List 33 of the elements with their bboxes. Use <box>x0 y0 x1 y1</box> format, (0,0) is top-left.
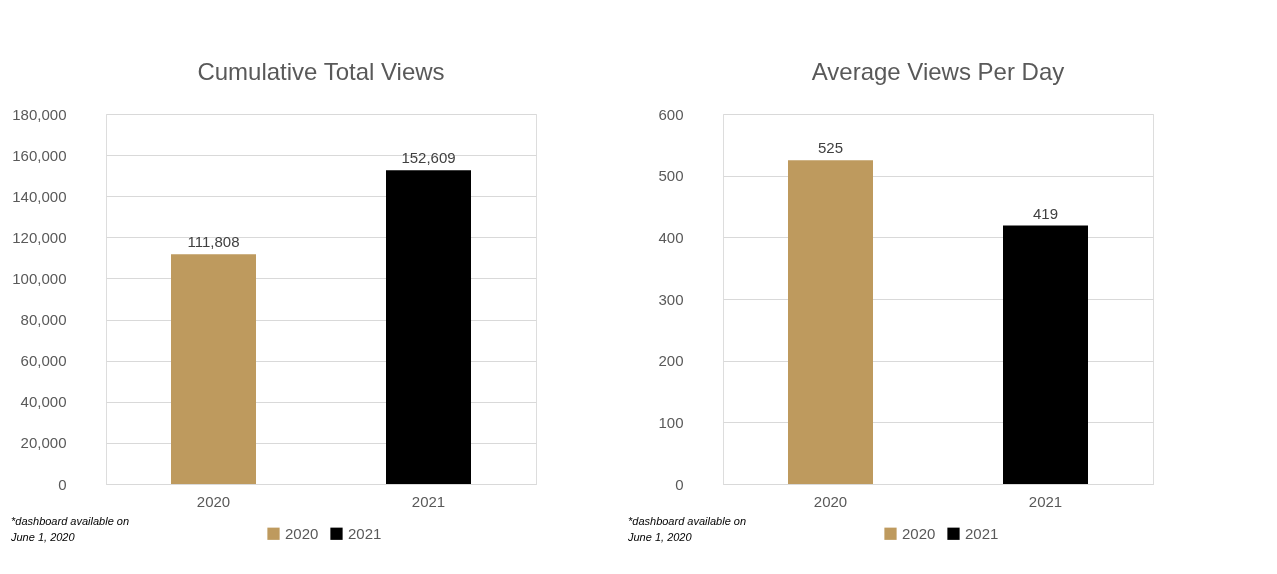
x-tick-label: 2021 <box>411 492 446 510</box>
x-tick-label: 2020 <box>196 492 231 510</box>
y-tick-label: 100 <box>658 413 684 431</box>
y-tick-label: 600 <box>658 105 684 123</box>
data-label: 419 <box>1032 204 1059 222</box>
text: *dashboard available on June 1, 2020 <box>627 515 747 543</box>
y-tick-label: 80,000 <box>20 311 67 329</box>
y-tick-label: 0 <box>58 475 67 493</box>
data-label: 111,808 <box>187 233 240 251</box>
y-tick-label: 60,000 <box>20 352 67 370</box>
chart-title: Average Views Per Day <box>811 58 1065 85</box>
chart-title: Cumulative Total Views <box>197 58 445 85</box>
text: *dashboard available on June 1, 2020 <box>10 515 130 543</box>
legend-label: 2021 <box>965 524 999 542</box>
y-tick-label: 200 <box>658 352 684 370</box>
legend-label: 2021 <box>348 524 382 542</box>
y-tick-label: 100,000 <box>12 269 67 287</box>
y-tick-label: 180,000 <box>12 105 67 123</box>
x-tick-label: 2021 <box>1028 492 1063 510</box>
y-tick-label: 160,000 <box>12 146 67 164</box>
x-tick-label: 2020 <box>813 492 848 510</box>
y-tick-label: 40,000 <box>20 393 67 411</box>
y-tick-label: 20,000 <box>20 434 67 452</box>
y-tick-label: 140,000 <box>12 187 67 205</box>
data-label: 525 <box>817 139 844 157</box>
legend-label: 2020 <box>285 524 319 542</box>
y-tick-label: 300 <box>658 290 684 308</box>
y-tick-label: 0 <box>675 475 684 493</box>
data-label: 152,609 <box>401 149 456 167</box>
y-tick-label: 500 <box>658 167 684 185</box>
y-tick-label: 120,000 <box>12 228 67 246</box>
legend-label: 2020 <box>902 524 936 542</box>
y-tick-label: 400 <box>658 228 684 246</box>
